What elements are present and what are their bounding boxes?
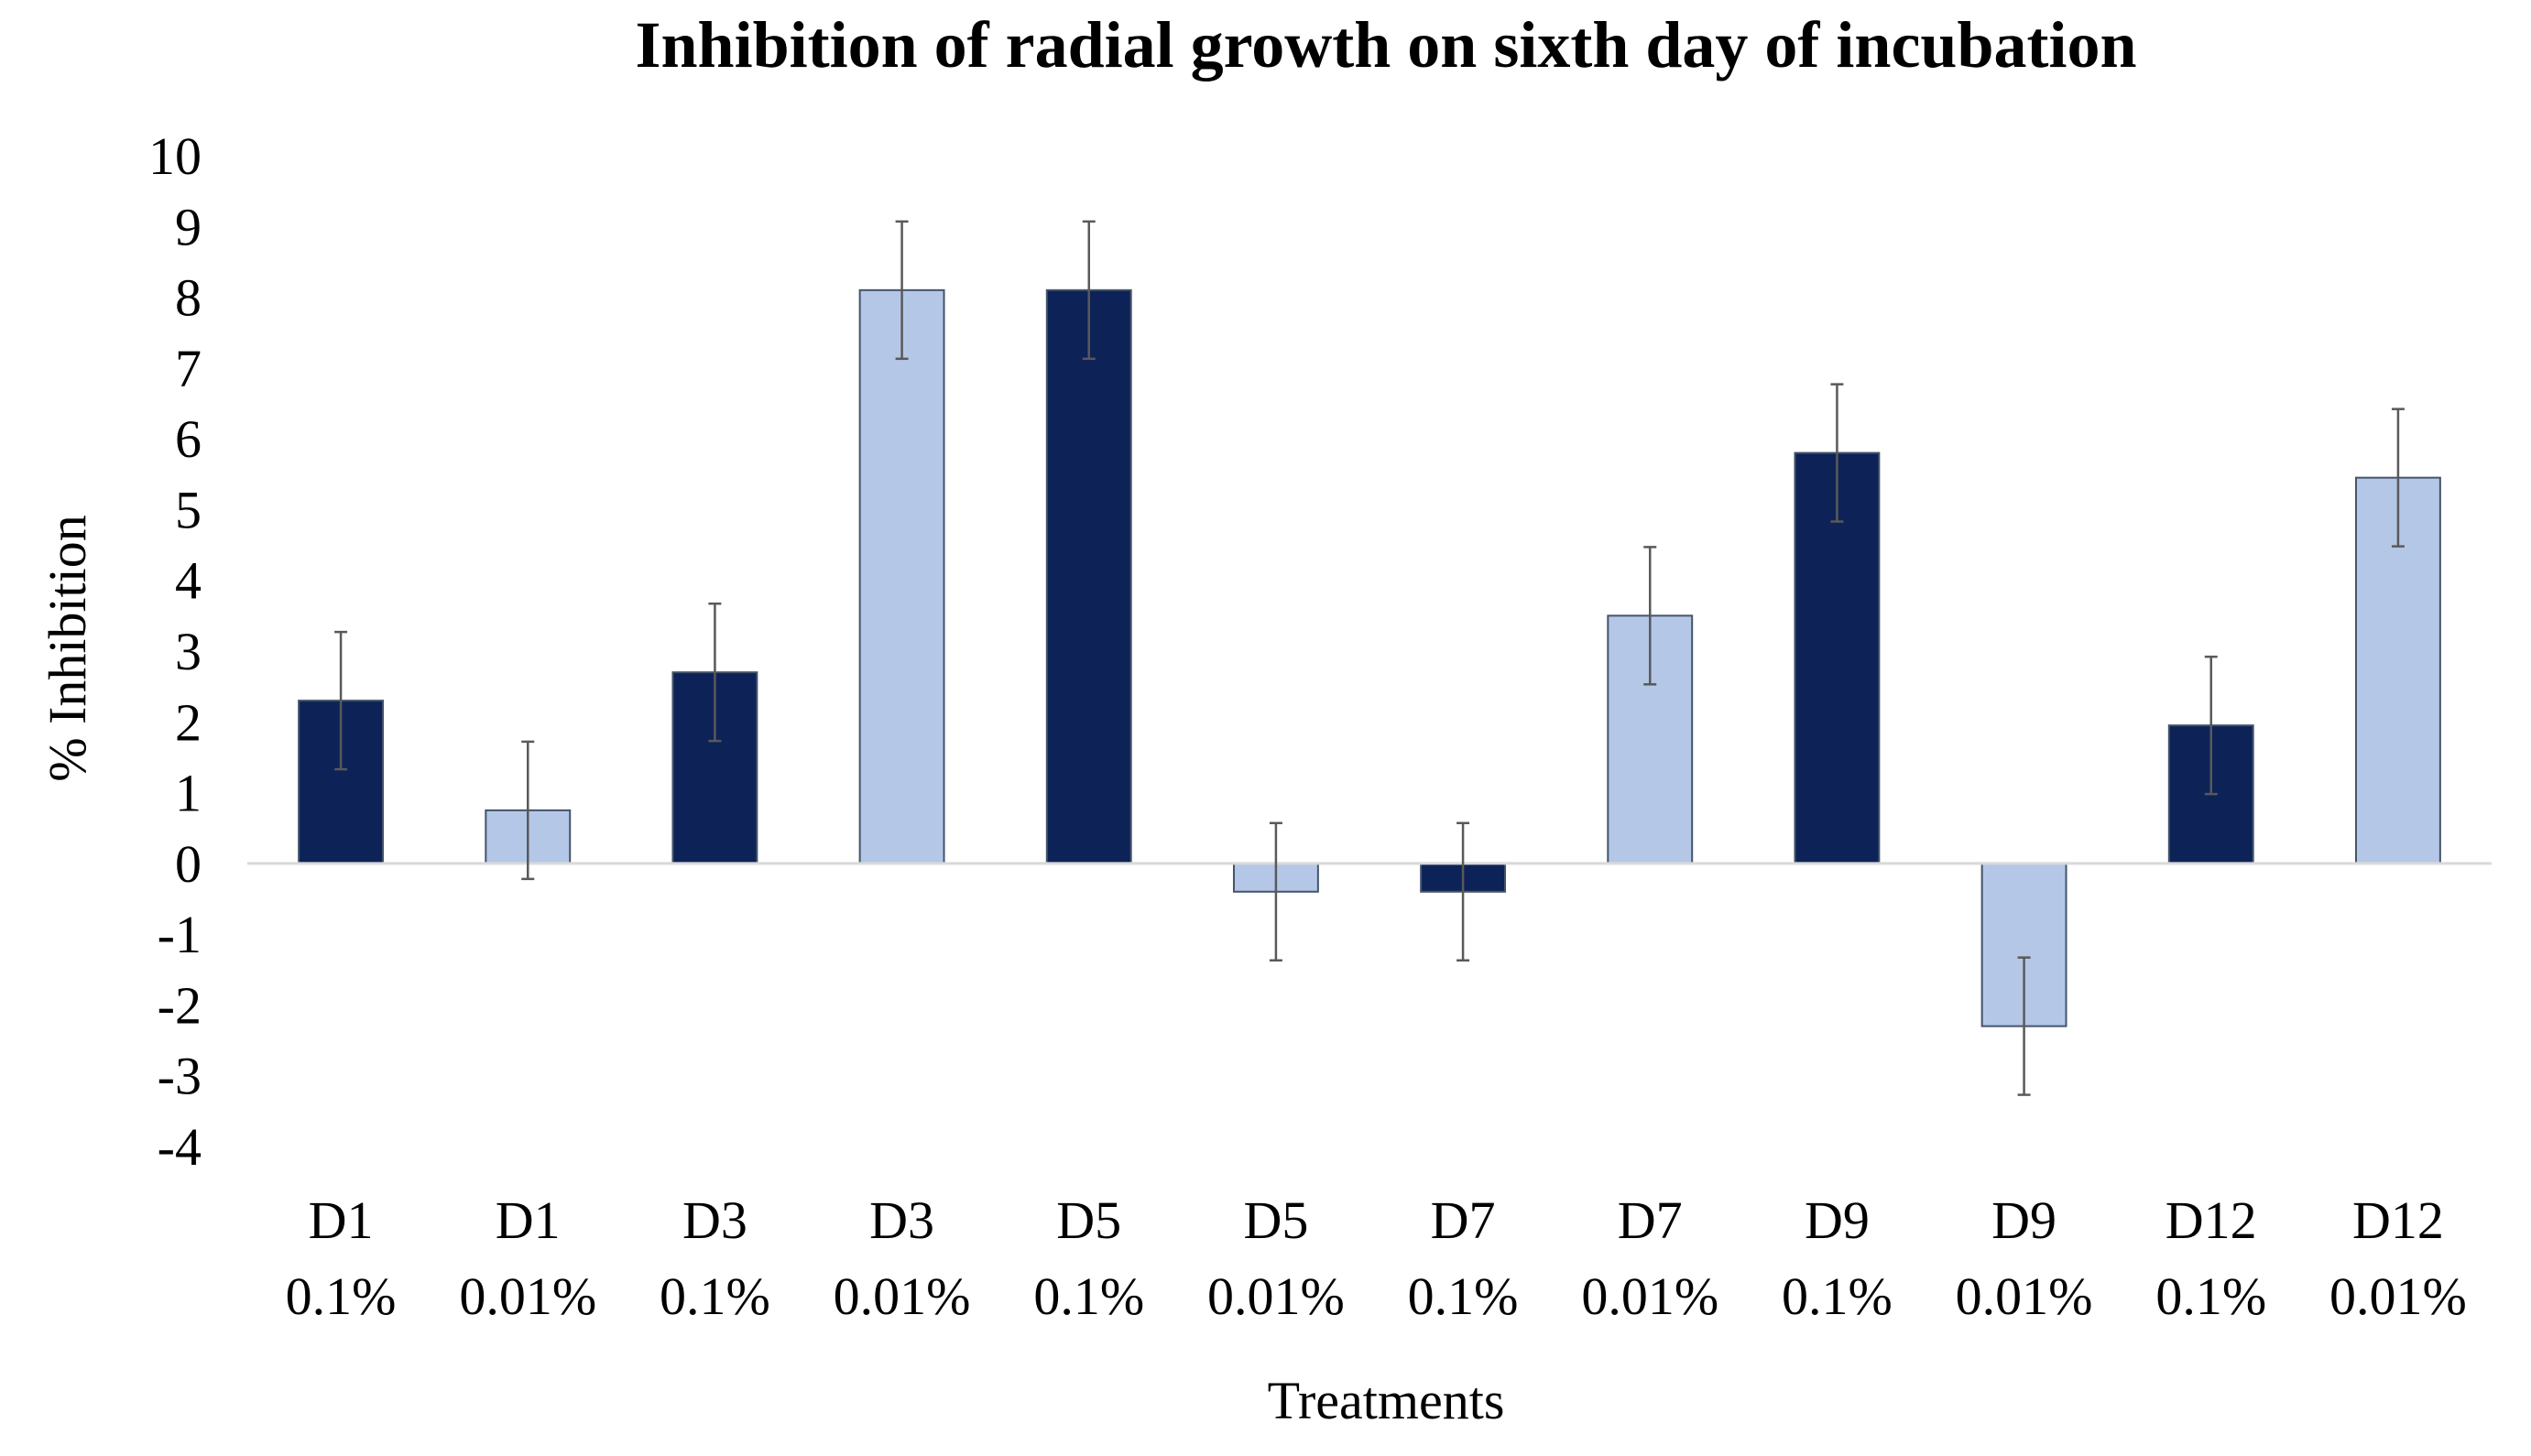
x-axis-title: Treatments [1268,1371,1505,1430]
y-tick-label: -1 [158,905,202,964]
x-category-name: D7 [1431,1190,1496,1250]
bars-group [298,288,2441,1027]
y-tick-label: 4 [175,551,202,611]
y-tick-label: 8 [175,268,202,328]
x-category-name: D1 [309,1190,374,1250]
bar [1045,288,1132,864]
x-category-concentration: 0.01% [1956,1266,2093,1326]
y-axis-title: % Inhibition [38,515,97,782]
y-tick-label: -4 [158,1117,202,1177]
error-bar [708,602,722,743]
y-tick-label: -2 [158,975,202,1035]
x-category-concentration: 0.1% [1408,1266,1519,1326]
error-bars-group [334,220,2405,1096]
y-tick-label: -3 [158,1047,202,1106]
error-bar [1456,821,1470,962]
x-category-name: D1 [496,1190,561,1250]
y-tick-label: 10 [148,126,202,186]
x-category-concentration: 0.1% [1782,1266,1893,1326]
error-bar [895,220,909,361]
x-category-concentration: 0.01% [1207,1266,1345,1326]
x-category-concentration: 0.01% [834,1266,971,1326]
x-category-name: D5 [1056,1190,1121,1250]
error-bar [2391,407,2405,548]
x-category-name: D5 [1243,1190,1308,1250]
y-tick-label: 0 [175,834,202,894]
x-category-name: D12 [2352,1190,2444,1250]
error-bar [1082,220,1096,361]
y-tick-label: 3 [175,622,202,681]
x-category-concentration: 0.01% [2329,1266,2467,1326]
x-category-name: D3 [869,1190,934,1250]
y-tick-label: 2 [175,692,202,752]
x-axis-category-labels: D1 0.1% D1 0.01% D3 0.1% D3 0.01% D5 0.1% D5 0.01% D… [286,1190,2467,1326]
x-category-concentration: 0.1% [660,1266,770,1326]
x-category-name: D9 [1991,1190,2056,1250]
error-bar [1269,821,1282,962]
x-category-concentration: 0.01% [459,1266,596,1326]
x-category-concentration: 0.1% [286,1266,397,1326]
x-category-name: D9 [1805,1190,1870,1250]
error-bar [2204,655,2218,796]
x-category-concentration: 0.1% [2155,1266,2266,1326]
y-tick-label: 9 [175,197,202,256]
error-bar [2017,956,2031,1096]
error-bar [1643,546,1657,686]
y-tick-label: 5 [175,480,202,539]
error-bar [334,630,348,771]
y-tick-label: 6 [175,409,202,469]
x-category-name: D7 [1618,1190,1683,1250]
x-category-concentration: 0.1% [1033,1266,1144,1326]
y-tick-label: 1 [175,764,202,823]
x-category-concentration: 0.01% [1581,1266,1718,1326]
y-tick-label: 7 [175,339,202,398]
error-bar [1830,383,1844,523]
bar [858,288,945,864]
error-bar [521,740,535,881]
x-category-name: D12 [2166,1190,2257,1250]
chart-title: Inhibition of radial growth on sixth day… [635,8,2136,81]
x-category-name: D3 [682,1190,747,1250]
